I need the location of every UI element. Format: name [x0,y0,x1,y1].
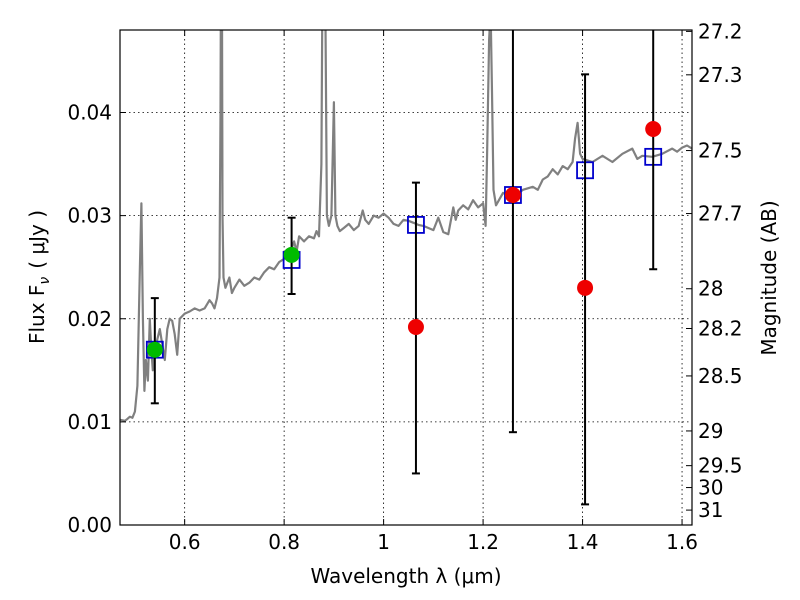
y2-tick-label: 28 [698,277,723,301]
y2-tick-label: 30 [698,476,723,500]
y2-tick-label: 27.5 [698,139,743,163]
y2-tick-label: 29.5 [698,454,743,478]
grid [120,30,692,526]
x-tick-label: 1.6 [666,530,698,554]
y-tick-label: 0.04 [67,101,112,125]
y2-tick-label: 28.5 [698,364,743,388]
y2-tick-label: 29 [698,419,723,443]
x-axis-label: Wavelength λ (μm) [310,564,501,588]
error-bar [508,30,517,434]
non-detection-point [645,121,662,137]
y-tick-label: 0.01 [67,410,112,434]
y2-tick-label: 27.2 [698,19,743,43]
error-bar [649,30,658,271]
y-axis-label-main: Flux F [25,285,49,344]
y-tick-label: 0.00 [67,513,112,537]
non-detection-point [577,279,594,296]
spectrum-line [120,30,692,422]
y-tick-label: 0.03 [67,204,112,228]
y-tick-label: 0.02 [67,307,112,331]
y2-axis-label: Magnitude (AB) [757,200,781,355]
y2-tick-label: 31 [698,498,723,522]
x-tick-label: 1.4 [567,530,599,554]
axes-ticks: 0.6 0.8 1 1.2 1.4 1.6 0.00 0.01 0.02 0.03 0.04 27.2… [67,19,742,554]
x-tick-label: 1.2 [467,530,499,554]
y2-tick-label: 27.7 [698,202,743,226]
plot-area [120,30,692,506]
y2-tick-label: 27.3 [698,63,743,87]
detection-point [146,341,163,358]
x-tick-label: 0.8 [268,530,300,554]
y-axis-label: Flux Fν ( μJy ) [25,210,53,344]
non-detection-point [407,319,424,335]
detection-point [283,246,300,263]
x-tick-label: 1 [377,530,390,554]
axis-labels: Wavelength λ (μm) Flux Fν ( μJy ) Magnitu… [25,200,781,588]
x-tick-label: 0.6 [169,530,201,554]
plot-frame [119,29,693,526]
y-axis-label-sub: ν [37,277,53,285]
non-detection-point [504,187,521,203]
y-axis-label-unit: ( μJy ) [25,210,49,269]
y2-tick-label: 28.2 [698,316,743,340]
